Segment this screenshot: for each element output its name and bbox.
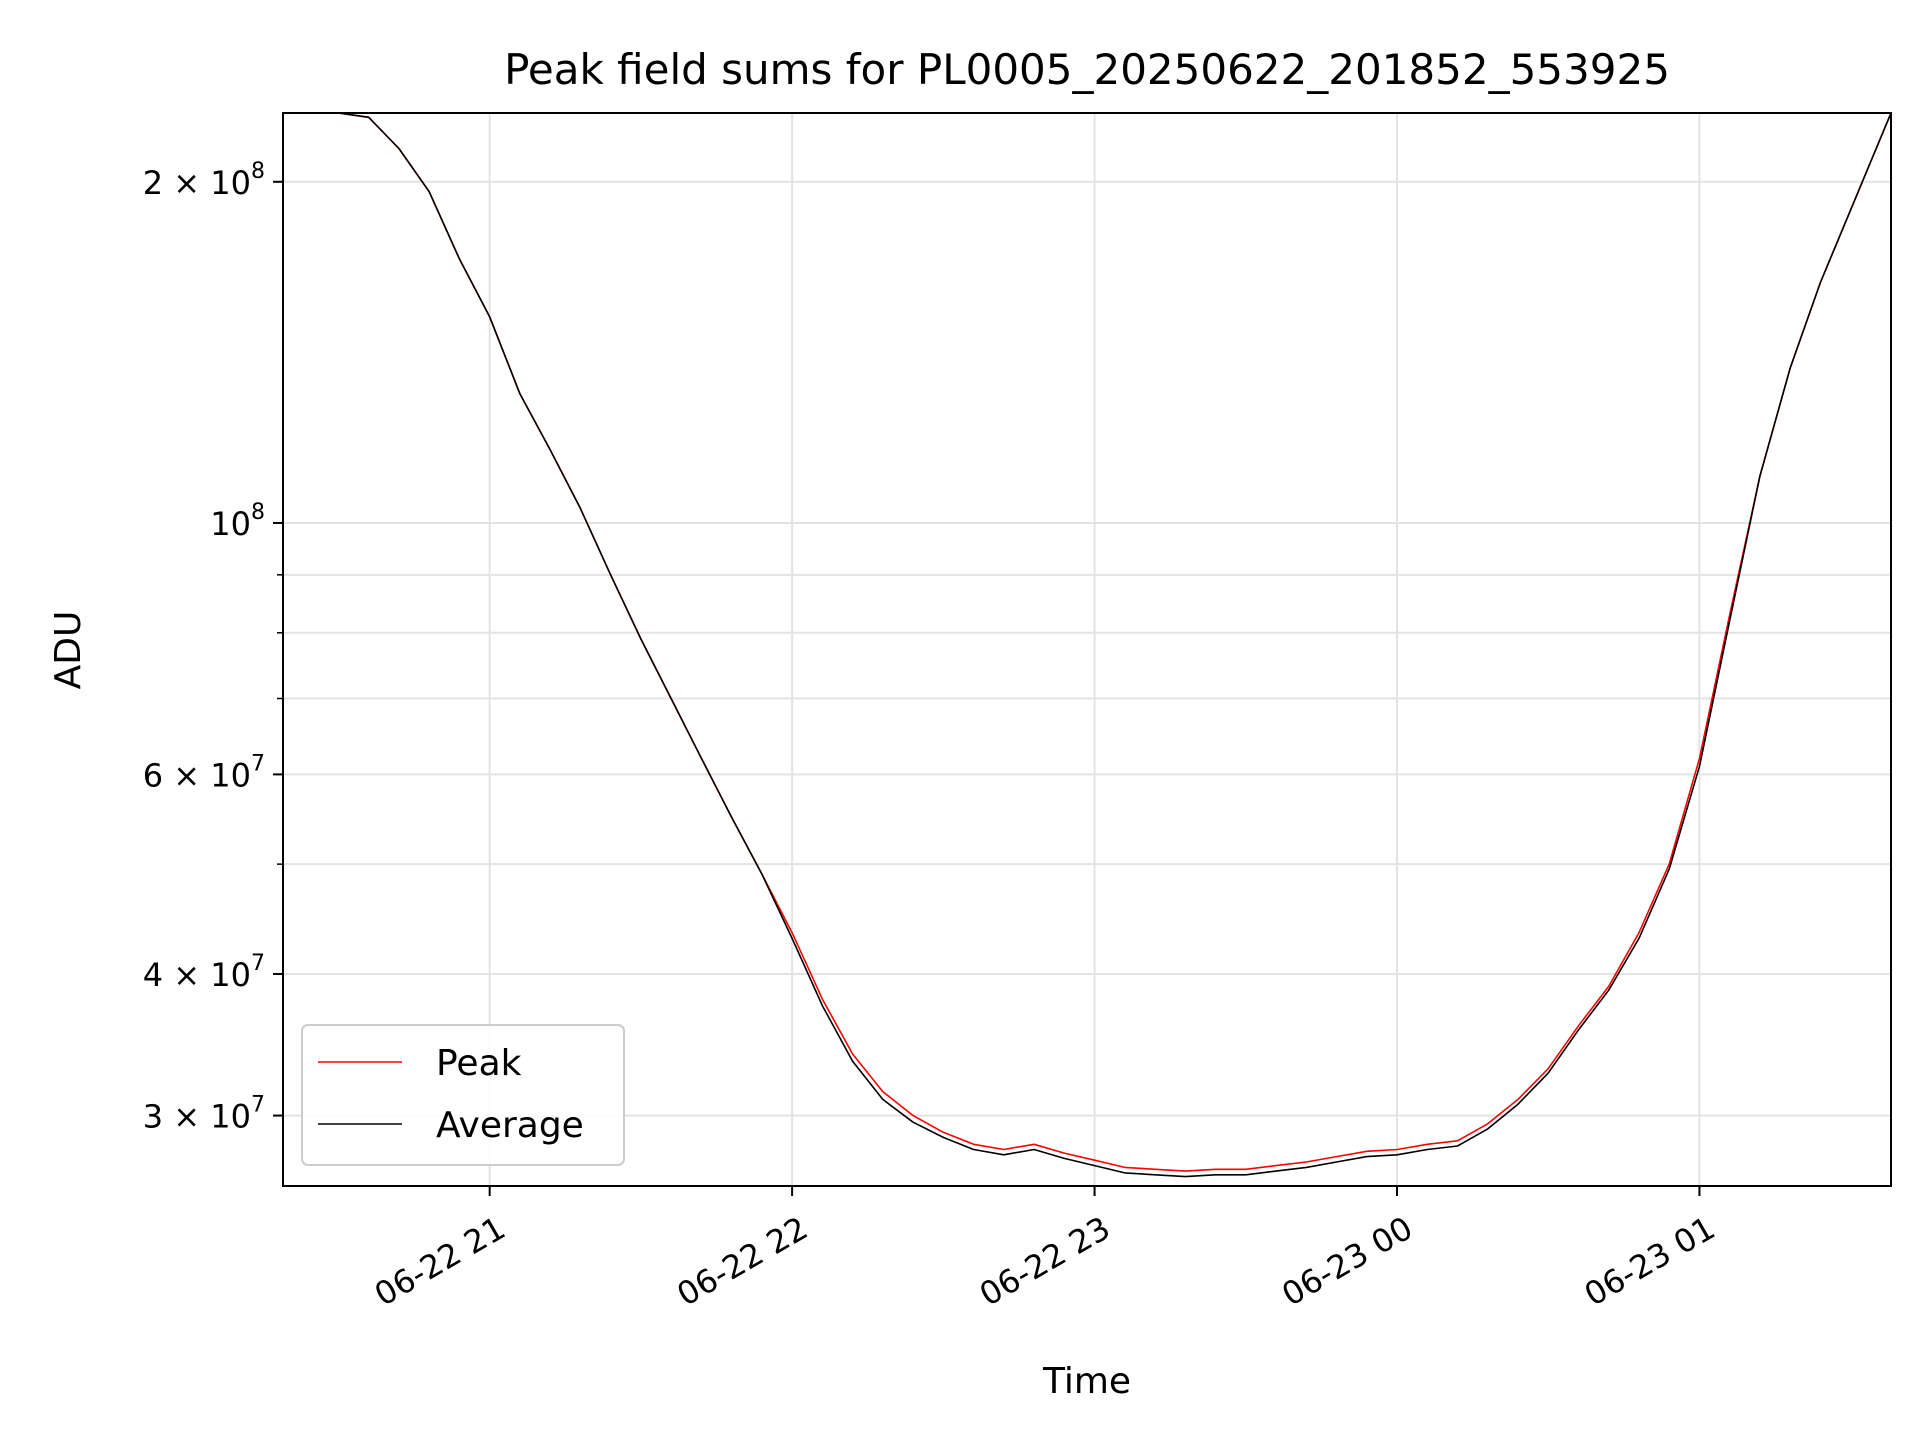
y-tick-label: 4 × 107 bbox=[143, 951, 265, 994]
x-axis: 06-22 21 06-22 22 06-22 23 06-23 00 06-23 01 bbox=[368, 1186, 1721, 1314]
x-tick-label: 06-23 00 bbox=[1275, 1209, 1419, 1314]
legend-label-average: Average bbox=[436, 1105, 584, 1146]
legend: Peak Average bbox=[301, 1024, 625, 1166]
x-tick-label: 06-23 01 bbox=[1578, 1209, 1722, 1314]
y-tick-label-exponent: 8 bbox=[251, 159, 265, 184]
y-tick-label-mantissa: 10 bbox=[210, 505, 251, 543]
y-tick-label-exponent: 8 bbox=[251, 500, 265, 525]
y-tick-label: 108 bbox=[210, 500, 265, 543]
x-axis-label: Time bbox=[1042, 1361, 1131, 1402]
y-tick-label-exponent: 7 bbox=[251, 751, 265, 776]
y-tick-label: 6 × 107 bbox=[143, 751, 265, 794]
legend-label-peak: Peak bbox=[436, 1043, 522, 1084]
series-layer bbox=[283, 113, 1891, 1178]
series-line-average bbox=[283, 113, 1891, 1178]
y-tick-label-exponent: 7 bbox=[251, 1093, 265, 1118]
y-tick-label-mantissa: 2 × 10 bbox=[143, 164, 251, 202]
y-axis-label: ADU bbox=[48, 611, 89, 690]
x-tick-label: 06-22 21 bbox=[368, 1209, 512, 1314]
chart-title: Peak field sums for PL0005_20250622_2018… bbox=[504, 45, 1670, 94]
y-tick-label-exponent: 7 bbox=[251, 951, 265, 976]
y-tick-label-mantissa: 6 × 10 bbox=[143, 756, 251, 794]
plot-frame bbox=[282, 112, 1892, 1187]
y-tick-label-mantissa: 3 × 10 bbox=[143, 1098, 251, 1136]
x-tick-label: 06-22 23 bbox=[973, 1209, 1117, 1314]
y-tick-label: 3 × 107 bbox=[143, 1093, 265, 1136]
series-line-peak bbox=[283, 113, 1891, 1172]
y-tick-label: 2 × 108 bbox=[143, 159, 265, 202]
legend-box bbox=[301, 1024, 625, 1166]
x-tick-label: 06-22 22 bbox=[671, 1209, 815, 1314]
y-tick-label-mantissa: 4 × 10 bbox=[143, 956, 251, 994]
